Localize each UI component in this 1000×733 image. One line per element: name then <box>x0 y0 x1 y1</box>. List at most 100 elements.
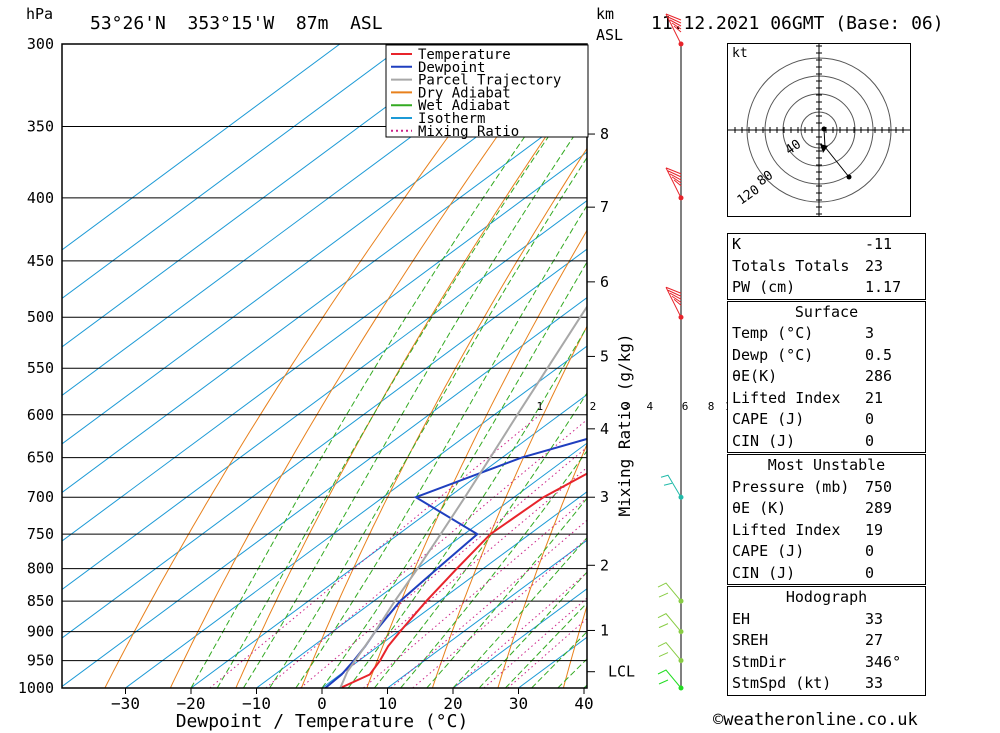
index-row: EH 33 <box>728 609 925 631</box>
section-title: Most Unstable <box>767 456 886 474</box>
legend-label: Isotherm <box>418 111 485 127</box>
km-unit-label: km <box>596 5 614 23</box>
isobar-lines <box>62 43 587 689</box>
index-label: Totals Totals <box>732 256 850 275</box>
pressure-tick-label: 450 <box>27 252 54 270</box>
wind-barb-column <box>657 13 684 691</box>
index-row: CIN (J) 0 <box>728 431 925 453</box>
pressure-tick-label: 500 <box>27 308 54 326</box>
pressure-tick-label: 700 <box>27 488 54 506</box>
index-value: 33 <box>865 674 884 692</box>
index-label: Dewp (°C) <box>732 345 814 364</box>
index-row: CIN (J) 0 <box>728 563 925 585</box>
legend-label: Dry Adiabat <box>418 85 511 101</box>
index-row: Pressure (mb) 750 <box>728 477 925 499</box>
hodograph-point <box>821 126 827 132</box>
index-box-surface: Surface Temp (°C) 3 Dewp (°C) 0.5 θE(K) 286… <box>727 300 926 453</box>
index-row: StmSpd (kt) 33 <box>728 673 925 695</box>
mixing-ratio-label: 2 <box>590 400 597 413</box>
index-row: CAPE (J) 0 <box>728 409 925 431</box>
index-label: PW (cm) <box>732 278 796 296</box>
legend-label: Dewpoint <box>418 60 485 76</box>
dry-adiabat-line <box>562 604 587 688</box>
wet-adiabat-line <box>190 47 587 688</box>
hodograph-ring-label: 80 <box>755 168 776 189</box>
pressure-unit-label: hPa <box>26 5 53 23</box>
pressure-tick-label: 300 <box>27 35 54 53</box>
index-row: Temp (°C) 3 <box>728 323 925 345</box>
pressure-tick-label: 850 <box>27 592 54 610</box>
parcel-trajectory-line <box>339 304 587 688</box>
index-label: CAPE (J) <box>732 542 805 560</box>
wind-barb <box>657 582 682 602</box>
index-label: Pressure (mb) <box>732 477 850 496</box>
index-label: EH <box>732 609 751 628</box>
index-box-general: K -11 Totals Totals 23 PW (cm) 1.17 <box>727 233 926 300</box>
index-label: StmSpd (kt) <box>732 674 832 692</box>
legend-label: Wet Adiabat <box>418 98 511 114</box>
index-row-totals: Totals Totals 23 <box>728 256 925 278</box>
km-tick-label: 6 <box>600 273 609 291</box>
x-tick-label: 0 <box>317 694 327 713</box>
hodograph-unit-label: kt <box>732 46 748 61</box>
pressure-tick-label: 900 <box>27 623 54 641</box>
index-label: SREH <box>732 631 769 649</box>
index-value: 0 <box>865 431 875 450</box>
index-value: 0 <box>865 410 875 428</box>
x-axis-title: Dewpoint / Temperature (°C) <box>176 711 469 732</box>
asl-label: ASL <box>596 26 623 44</box>
index-label: θE (K) <box>732 499 787 517</box>
index-row: CAPE (J) 0 <box>728 541 925 563</box>
km-tick-label: 8 <box>600 125 609 143</box>
index-value: 27 <box>865 631 884 649</box>
section-title: Surface <box>794 302 859 321</box>
pressure-tick-label: 600 <box>27 406 54 424</box>
pressure-tick-label: 1000 <box>18 679 54 697</box>
isotherm-line <box>62 54 587 445</box>
location-title: 53°26'N 353°15'W 87m ASL <box>90 13 383 34</box>
index-value: 289 <box>865 499 893 517</box>
x-tick-label: −10 <box>242 694 271 713</box>
pressure-tick-label: 550 <box>27 359 54 377</box>
isotherm-line <box>62 297 587 688</box>
mixing-ratio-label: 6 <box>682 400 689 413</box>
x-tick-label: 20 <box>443 694 462 713</box>
temperature-axis: −30 −20 −10 0 10 20 30 40 <box>111 688 594 713</box>
isotherm-line <box>62 248 587 639</box>
index-row: Lifted Index 21 <box>728 388 925 410</box>
index-row: Dewp (°C) 0.5 <box>728 345 925 367</box>
km-tick-label: 1 <box>600 621 609 639</box>
isotherm-line <box>387 539 587 688</box>
indices-panel: K -11 Totals Totals 23 PW (cm) 1.17 Surface… <box>727 233 926 697</box>
index-value: 1.17 <box>865 278 902 296</box>
index-value: 33 <box>865 609 884 628</box>
index-value: 286 <box>865 367 893 385</box>
index-value: 346° <box>865 652 902 671</box>
x-tick-label: 10 <box>378 694 397 713</box>
index-value: -11 <box>865 235 893 253</box>
mixing-ratio-label: 8 <box>708 400 715 413</box>
index-label: CIN (J) <box>732 431 796 450</box>
km-tick-label: 7 <box>600 198 609 216</box>
isotherm-line <box>62 44 406 299</box>
km-tick-label: 2 <box>600 556 609 574</box>
pressure-tick-label: 350 <box>27 117 54 135</box>
index-value: 0.5 <box>865 345 893 364</box>
x-tick-label: 30 <box>509 694 528 713</box>
mixing-ratio-label: 3 <box>622 400 629 413</box>
km-tick-label: 3 <box>600 488 609 506</box>
datetime-title: 11.12.2021 06GMT (Base: 06) <box>651 13 944 34</box>
pressure-tick-label: 750 <box>27 525 54 543</box>
index-row: θE (K) 289 <box>728 498 925 520</box>
index-box-hodograph: Hodograph EH 33 SREH 27 StmDir 346° StmSpd … <box>727 586 926 696</box>
index-value: 750 <box>865 477 893 496</box>
index-label: θE(K) <box>732 367 778 385</box>
wind-barb <box>665 13 682 45</box>
index-value: 19 <box>865 520 884 539</box>
isotherm-line <box>62 44 472 348</box>
dry-adiabat-line <box>235 75 587 688</box>
index-row: Lifted Index 19 <box>728 520 925 542</box>
km-tick-label: 4 <box>600 420 609 438</box>
